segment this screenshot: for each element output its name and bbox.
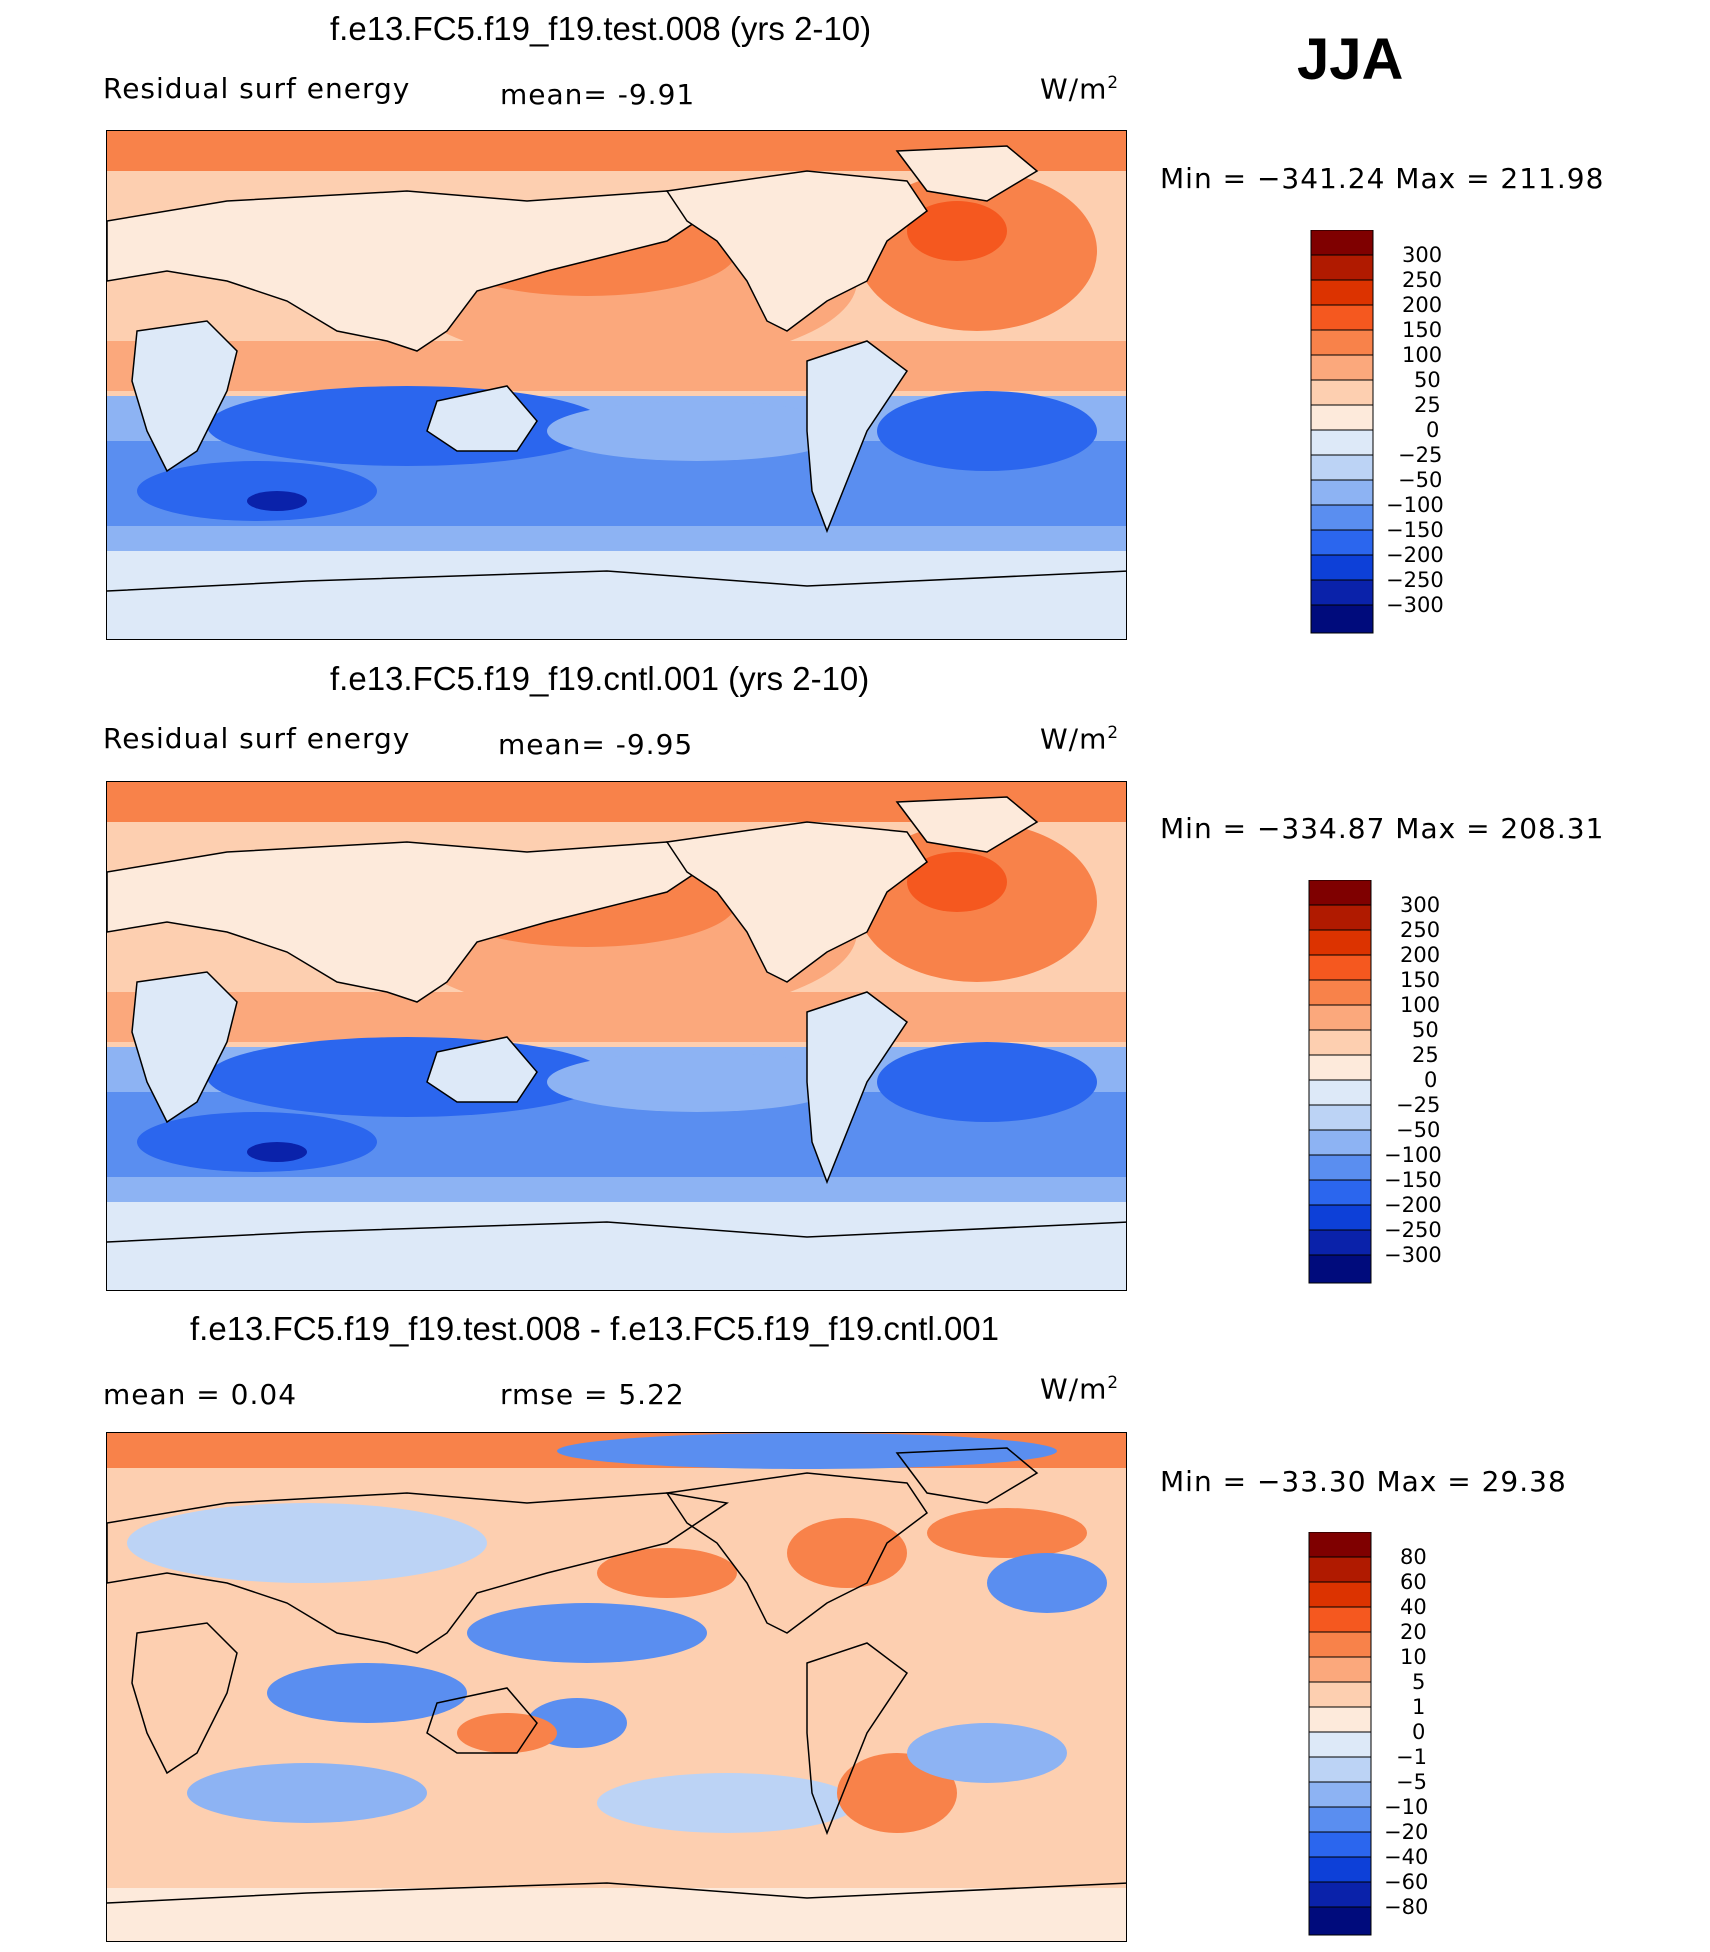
colorbar-label: −300 xyxy=(1386,593,1444,617)
panel-1-minmax: Min = −341.24 Max = 211.98 xyxy=(1160,162,1605,195)
colorbar-label: 0 xyxy=(1424,1068,1438,1092)
colorbar-label: 40 xyxy=(1400,1595,1427,1619)
panel-3-map-svg xyxy=(107,1433,1126,1941)
panel-3-units-text: W/m xyxy=(1040,1372,1108,1406)
colorbar-label: −200 xyxy=(1384,1193,1442,1217)
colorbar-label: −80 xyxy=(1384,1895,1429,1919)
colorbar-label: −40 xyxy=(1384,1845,1429,1869)
colorbar-label: 250 xyxy=(1400,918,1441,942)
colorbar-label: 10 xyxy=(1400,1645,1427,1669)
panel-1-map xyxy=(106,130,1127,640)
panel-1-colorbar-svg xyxy=(1310,229,1374,634)
panel-3-units: W/m2 xyxy=(1040,1372,1119,1405)
colorbar-label: 0 xyxy=(1412,1720,1426,1744)
colorbar-label: −25 xyxy=(1396,1093,1441,1117)
colorbar-label: 100 xyxy=(1402,343,1443,367)
panel-1-colorbar: 300 250 200 150 100 50 25 0 −25 −50 −100… xyxy=(1310,229,1444,640)
panel-3-minmax: Min = −33.30 Max = 29.38 xyxy=(1160,1465,1567,1498)
colorbar-label: 5 xyxy=(1412,1670,1426,1694)
panel-2-minmax: Min = −334.87 Max = 208.31 xyxy=(1160,812,1605,845)
panel-3-mean-label: mean = 0.04 xyxy=(103,1378,298,1411)
colorbar-label: −25 xyxy=(1398,443,1443,467)
colorbar-label: −100 xyxy=(1384,1143,1442,1167)
colorbar-label: −20 xyxy=(1384,1820,1429,1844)
colorbar-label: 300 xyxy=(1400,893,1441,917)
colorbar-label: −150 xyxy=(1386,518,1444,542)
panel-3-map xyxy=(106,1432,1127,1942)
panel-1-title: f.e13.FC5.f19_f19.test.008 (yrs 2-10) xyxy=(330,10,872,47)
colorbar-label: 25 xyxy=(1414,393,1441,417)
colorbar-label: 20 xyxy=(1400,1620,1427,1644)
colorbar-label: 25 xyxy=(1412,1043,1439,1067)
colorbar-label: −250 xyxy=(1386,568,1444,592)
season-label: JJA xyxy=(1297,27,1404,92)
colorbar-label: −10 xyxy=(1384,1795,1429,1819)
colorbar-label: −250 xyxy=(1384,1218,1442,1242)
colorbar-label: 80 xyxy=(1400,1545,1427,1569)
colorbar-label: −200 xyxy=(1386,543,1444,567)
panel-1-mean-label: mean= -9.91 xyxy=(500,78,696,111)
panel-1-units: W/m2 xyxy=(1040,72,1119,105)
panel-2-units-sup: 2 xyxy=(1107,722,1120,742)
colorbar-label: 50 xyxy=(1412,1018,1439,1042)
panel-1-variable-label: Residual surf energy xyxy=(103,72,411,105)
colorbar-label: −60 xyxy=(1384,1870,1429,1894)
panel-2-units: W/m2 xyxy=(1040,722,1119,755)
panel-3-title: f.e13.FC5.f19_f19.test.008 - f.e13.FC5.f… xyxy=(190,1310,1000,1347)
colorbar-label: 60 xyxy=(1400,1570,1427,1594)
panel-1-map-svg xyxy=(107,131,1126,639)
colorbar-label: −150 xyxy=(1384,1168,1442,1192)
colorbar-label: −50 xyxy=(1398,468,1443,492)
colorbar-label: 200 xyxy=(1400,943,1441,967)
colorbar-label: −5 xyxy=(1396,1770,1427,1794)
panel-2-mean-label: mean= -9.95 xyxy=(498,728,694,761)
colorbar-label: 150 xyxy=(1402,318,1443,342)
colorbar-label: −1 xyxy=(1396,1745,1427,1769)
colorbar-label: −50 xyxy=(1396,1118,1441,1142)
panel-3-colorbar: 80 60 40 20 10 5 1 0 −1 −5 −10 −20 −40 −… xyxy=(1308,1531,1428,1942)
colorbar-label: −300 xyxy=(1384,1243,1442,1267)
colorbar-label: −100 xyxy=(1386,493,1444,517)
panel-3-colorbar-svg xyxy=(1308,1531,1372,1936)
panel-2-colorbar-svg xyxy=(1308,879,1372,1284)
panel-2-map xyxy=(106,781,1127,1291)
panel-2-colorbar: 300 250 200 150 100 50 25 0 −25 −50 −100… xyxy=(1308,879,1442,1290)
panel-3-rmse-label: rmse = 5.22 xyxy=(500,1378,685,1411)
panel-2-map-svg xyxy=(107,782,1126,1290)
panel-3-units-sup: 2 xyxy=(1107,1372,1120,1392)
colorbar-label: 100 xyxy=(1400,993,1441,1017)
colorbar-label: 50 xyxy=(1414,368,1441,392)
colorbar-label: 150 xyxy=(1400,968,1441,992)
panel-1-units-text: W/m xyxy=(1040,72,1108,106)
colorbar-label: 0 xyxy=(1426,418,1440,442)
panel-2-units-text: W/m xyxy=(1040,722,1108,756)
panel-2-variable-label: Residual surf energy xyxy=(103,722,411,755)
colorbar-label: 1 xyxy=(1412,1695,1426,1719)
colorbar-label: 300 xyxy=(1402,243,1443,267)
panel-1-units-sup: 2 xyxy=(1107,72,1120,92)
colorbar-label: 200 xyxy=(1402,293,1443,317)
colorbar-label: 250 xyxy=(1402,268,1443,292)
panel-2-title: f.e13.FC5.f19_f19.cntl.001 (yrs 2-10) xyxy=(330,660,870,697)
